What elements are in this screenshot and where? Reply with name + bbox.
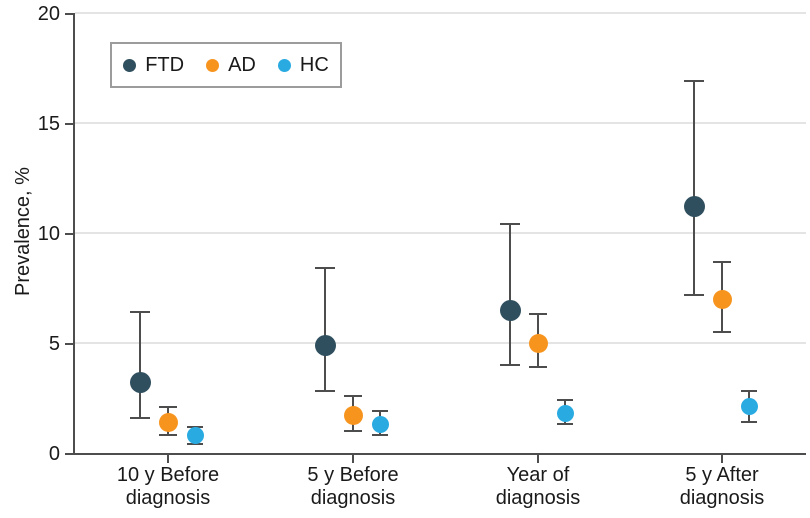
error-bar-cap-top [741,390,757,393]
gridline [75,12,806,14]
error-bar-cap-top [344,394,362,397]
legend-item-hc: HC [277,53,329,77]
data-point-ad-cat3 [528,333,548,353]
error-bar-cap-top [500,223,520,226]
error-bar-cap-top [529,313,547,316]
data-point-ad-cat2 [343,406,363,426]
x-tick-label-line: diagnosis [310,487,396,509]
x-tick-label-line: diagnosis [679,487,765,509]
legend-label: FTD [145,53,185,76]
y-axis-line [73,13,75,455]
error-bar-cap-bottom [372,434,388,437]
x-tick-label: 5 y Before diagnosis [273,464,433,510]
error-bar-cap-top [187,425,203,428]
y-tick-label: 5 [48,333,60,355]
y-tick-label: 0 [48,443,60,465]
data-point-ftd-cat2 [314,334,336,356]
gridline [75,232,806,234]
error-bar-cap-top [372,410,388,413]
data-point-ad-cat4 [712,289,732,309]
x-tick-label: Year of diagnosis [458,464,618,510]
x-tick-label-line: 5 y Before [307,464,399,486]
data-point-hc-cat2 [371,415,389,433]
x-tick-label: 5 y After diagnosis [642,464,802,510]
error-bar-cap-bottom [344,430,362,432]
x-axis-line [73,453,806,455]
error-bar-cap-bottom [159,434,177,437]
data-point-ftd-cat1 [129,372,151,394]
error-bar-cap-top [130,311,150,314]
legend: FTD AD HC [110,42,342,88]
error-bar-cap-top [557,399,573,402]
x-tick [352,455,354,463]
error-bar-cap-bottom [741,421,757,424]
error-bar-cap-bottom [529,366,547,369]
error-bar-cap-bottom [315,390,335,393]
y-tick [65,343,73,345]
y-tick [65,13,73,15]
legend-marker-icon [277,58,291,72]
error-bar-ftd [324,268,326,392]
x-tick-label-line: diagnosis [125,487,211,509]
legend-marker-icon [206,58,220,72]
data-point-hc-cat4 [740,398,758,416]
y-tick [65,233,73,235]
y-tick [65,453,73,455]
error-bar-cap-bottom [130,416,150,419]
data-point-ftd-cat4 [683,196,705,218]
error-bar-ftd [139,312,141,418]
x-tick-label-line: Year of [506,464,570,486]
data-point-hc-cat3 [556,404,574,422]
x-tick-label-line: diagnosis [495,487,581,509]
gridline [75,122,806,124]
error-bar-cap-bottom [500,364,520,366]
error-bar-ftd [693,81,695,295]
error-bar-cap-top [684,80,704,83]
y-tick-label: 15 [37,113,60,135]
error-bar-cap-top [159,405,177,408]
error-bar-cap-bottom [557,423,573,426]
y-tick-label: 10 [37,223,60,245]
x-tick [721,455,723,463]
data-point-hc-cat1 [186,426,204,444]
error-bar-cap-bottom [684,293,704,296]
y-tick [65,123,73,125]
legend-item-ftd: FTD [123,54,184,77]
error-bar-ftd [509,224,511,365]
x-tick-label-line: 10 y Before [116,464,220,486]
gridline [75,342,806,344]
legend-marker-icon [123,58,137,72]
data-point-ftd-cat3 [499,299,521,321]
x-tick-label-line: 5 y After [685,464,759,486]
error-bar-cap-bottom [187,443,203,446]
legend-item-ad: AD [206,54,256,77]
error-bar-cap-top [713,260,731,263]
x-tick [537,455,539,463]
legend-label: AD [228,53,256,76]
legend-label: HC [299,53,329,76]
y-tick-label: 20 [37,3,60,25]
x-tick [167,455,169,463]
error-bar-cap-bottom [713,331,731,333]
error-bar-cap-top [315,267,335,270]
x-tick-label: 10 y Before diagnosis [88,464,248,510]
data-point-ad-cat1 [158,412,178,432]
